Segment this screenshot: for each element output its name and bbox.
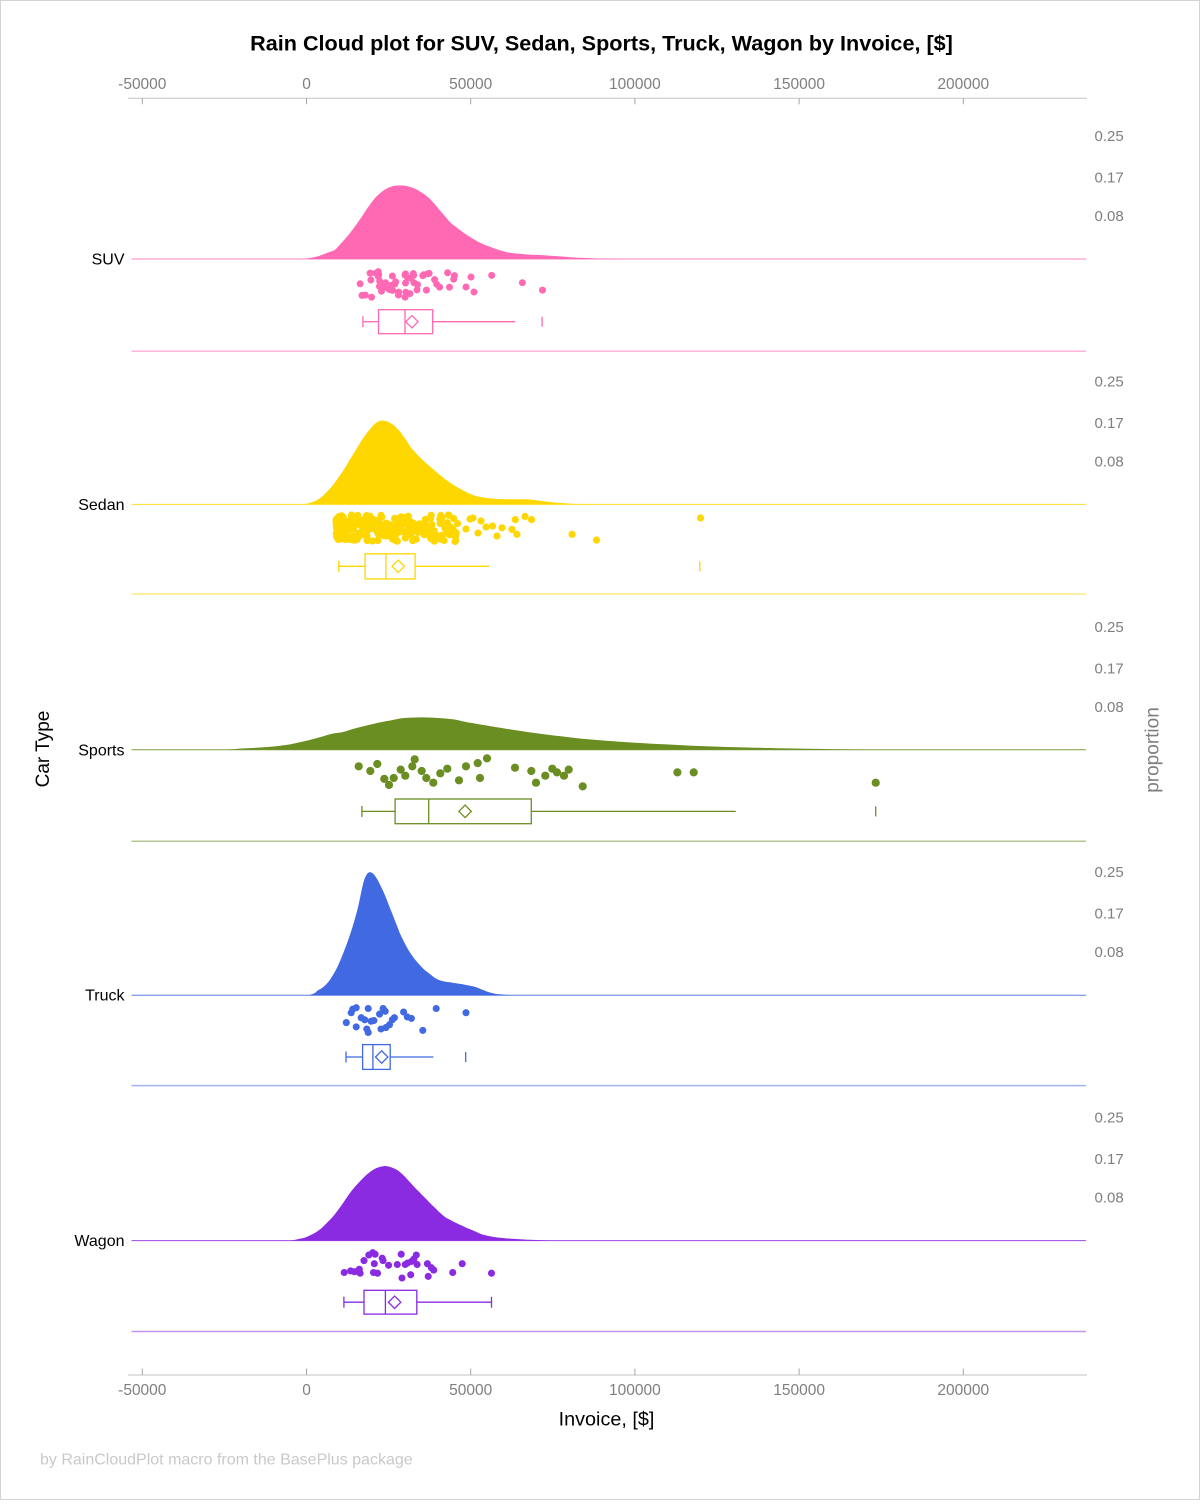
svg-text:Car Type: Car Type	[33, 711, 54, 788]
svg-text:0.25: 0.25	[1095, 373, 1124, 390]
svg-text:0.08: 0.08	[1095, 1190, 1124, 1207]
svg-text:0.25: 0.25	[1095, 1110, 1124, 1127]
svg-text:0.17: 0.17	[1095, 170, 1124, 187]
svg-text:200000: 200000	[937, 76, 989, 93]
svg-text:0: 0	[302, 76, 311, 93]
svg-text:0.08: 0.08	[1095, 453, 1124, 470]
svg-text:by RainCloudPlot macro from th: by RainCloudPlot macro from the BasePlus…	[40, 1452, 413, 1469]
svg-text:Wagon: Wagon	[74, 1233, 124, 1250]
svg-text:proportion: proportion	[1143, 707, 1164, 793]
svg-text:100000: 100000	[609, 76, 661, 93]
svg-text:SUV: SUV	[92, 252, 125, 269]
svg-text:200000: 200000	[937, 1382, 989, 1399]
svg-text:Invoice, [$]: Invoice, [$]	[559, 1409, 655, 1431]
svg-text:150000: 150000	[773, 76, 825, 93]
svg-text:0.17: 0.17	[1095, 906, 1124, 923]
svg-text:50000: 50000	[449, 1382, 492, 1399]
svg-text:50000: 50000	[449, 76, 492, 93]
svg-text:-50000: -50000	[118, 76, 167, 93]
svg-text:0.17: 0.17	[1095, 415, 1124, 432]
svg-text:0: 0	[302, 1382, 311, 1399]
svg-text:0.08: 0.08	[1095, 944, 1124, 961]
svg-text:0.25: 0.25	[1095, 864, 1124, 881]
svg-text:0.25: 0.25	[1095, 619, 1124, 636]
svg-text:0.25: 0.25	[1095, 128, 1124, 145]
svg-text:0.17: 0.17	[1095, 660, 1124, 677]
svg-text:0.17: 0.17	[1095, 1151, 1124, 1168]
svg-text:Rain Cloud plot for SUV, Sedan: Rain Cloud plot for SUV, Sedan, Sports, …	[250, 31, 953, 56]
svg-text:Sedan: Sedan	[78, 497, 124, 514]
svg-text:150000: 150000	[773, 1382, 825, 1399]
svg-text:0.08: 0.08	[1095, 208, 1124, 225]
svg-text:Truck: Truck	[85, 988, 125, 1005]
svg-text:-50000: -50000	[118, 1382, 167, 1399]
svg-text:0.08: 0.08	[1095, 699, 1124, 716]
svg-text:100000: 100000	[609, 1382, 661, 1399]
svg-text:Sports: Sports	[78, 742, 124, 759]
